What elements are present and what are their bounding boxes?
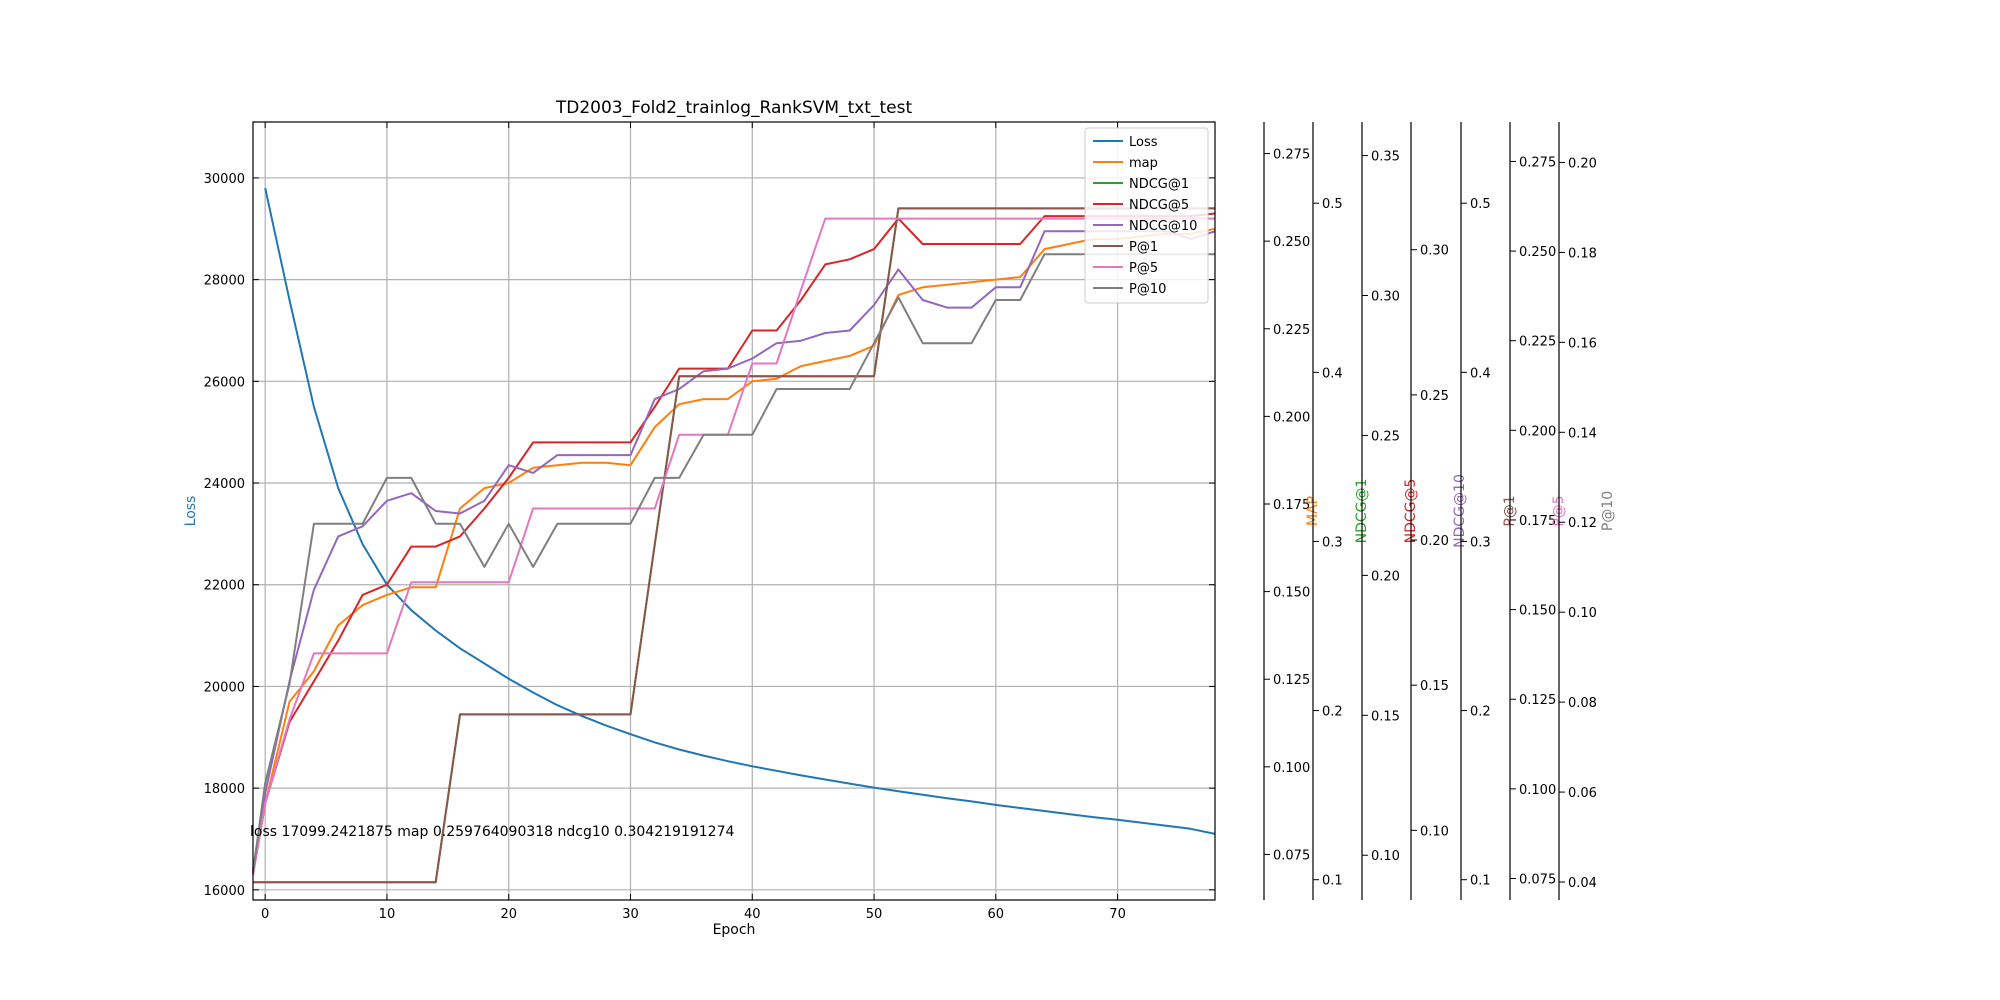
secondary-axis-tick-label: 0.150 (1273, 586, 1310, 601)
legend-entry: Loss (1129, 135, 1158, 150)
secondary-axis-tick-label: 0.12 (1568, 516, 1597, 531)
series-line-p-at-5 (252, 217, 1215, 875)
series-line-p-at-10 (252, 253, 1215, 873)
y-tick-label: 18000 (204, 782, 245, 797)
secondary-axis-tick-label: 0.075 (1273, 848, 1310, 863)
secondary-axis-tick-label: 0.10 (1420, 824, 1449, 839)
x-tick-label: 0 (261, 907, 269, 922)
y-tick-label: 30000 (204, 172, 245, 187)
secondary-axis-tick-label: 0.2 (1322, 705, 1343, 720)
x-tick-label: 50 (866, 907, 883, 922)
secondary-axis-tick-label: 0.18 (1568, 246, 1597, 261)
x-tick-label: 20 (500, 907, 517, 922)
secondary-axis-tick-label: 0.10 (1568, 606, 1597, 621)
secondary-axis-tick-label: 0.20 (1371, 569, 1400, 584)
secondary-axis-tick-label: 0.100 (1273, 761, 1310, 776)
secondary-axis-tick-label: 0.200 (1519, 424, 1556, 439)
secondary-axis-tick-label: 0.2 (1470, 705, 1491, 720)
x-tick-label: 70 (1109, 907, 1126, 922)
legend-entry: NDCG@5 (1129, 198, 1189, 213)
secondary-axis-tick-label: 0.04 (1568, 876, 1597, 891)
series-line-ndcg-at-1 (253, 207, 1215, 884)
legend: Loss map NDCG@1 NDCG@5 NDCG@10 P@1 P@5 P@10 (1084, 127, 1209, 304)
secondary-axis-label: P@10 (1600, 491, 1616, 531)
secondary-axis-tick-label: 0.20 (1568, 156, 1597, 171)
plot-frame (252, 121, 1216, 901)
legend-entry: P@5 (1129, 261, 1158, 276)
secondary-axis-tick-label: 0.1 (1470, 874, 1491, 889)
secondary-axis-label: NDCG@10 (1452, 474, 1468, 548)
secondary-axis-tick-label: 0.30 (1420, 244, 1449, 259)
secondary-axis-tick-label: 0.125 (1519, 693, 1556, 708)
secondary-axis-tick-label: 0.35 (1371, 150, 1400, 165)
secondary-axis-tick-label: 0.175 (1519, 514, 1556, 529)
y-tick-label: 26000 (204, 375, 245, 390)
y-tick-label: 16000 (204, 884, 245, 899)
x-tick-label: 30 (622, 907, 639, 922)
series-layer (252, 187, 1216, 884)
secondary-axis-tick-label: 0.200 (1273, 410, 1310, 425)
y-tick-label: 22000 (204, 579, 245, 594)
chart-annotation: loss 17099.2421875 map 0.259764090318 nd… (250, 824, 734, 840)
secondary-axis-tick-label: 0.225 (1273, 323, 1310, 338)
grid-layer (253, 122, 1215, 900)
secondary-axis-tick-label: 0.275 (1273, 148, 1310, 163)
y-tick-label: 24000 (204, 477, 245, 492)
y-axis-label: Loss (183, 496, 199, 527)
y-tick-label: 20000 (204, 680, 245, 695)
secondary-axis-tick-label: 0.1 (1322, 874, 1343, 889)
secondary-axis-tick-label: 0.08 (1568, 696, 1597, 711)
series-line-loss (264, 187, 1216, 835)
secondary-axis-tick-label: 0.30 (1371, 290, 1400, 305)
secondary-axis-tick-label: 0.150 (1519, 604, 1556, 619)
secondary-axis-tick-label: 0.5 (1322, 197, 1343, 212)
secondary-axis-tick-label: 0.125 (1273, 673, 1310, 688)
chart-title: TD2003_Fold2_trainlog_RankSVM_txt_test (555, 98, 913, 118)
secondary-axis-tick-label: 0.10 (1371, 849, 1400, 864)
legend-entry: P@1 (1129, 240, 1158, 255)
legend-entry: NDCG@10 (1129, 219, 1197, 234)
secondary-axis-tick-label: 0.16 (1568, 336, 1597, 351)
secondary-axis-tick-label: 0.075 (1519, 872, 1556, 887)
legend-entry: NDCG@1 (1129, 177, 1189, 192)
series-line-ndcg-at-5 (252, 212, 1216, 875)
x-tick-label: 40 (744, 907, 761, 922)
secondary-axis-tick-label: 0.15 (1371, 709, 1400, 724)
secondary-axis-tick-label: 0.25 (1371, 429, 1400, 444)
secondary-axis-tick-label: 0.4 (1322, 366, 1343, 381)
secondary-axis-tick-label: 0.06 (1568, 786, 1597, 801)
x-tick-label: 60 (988, 907, 1005, 922)
secondary-axis-tick-label: 0.3 (1322, 535, 1343, 550)
secondary-axis-tick-label: 0.15 (1420, 679, 1449, 694)
series-line-ndcg-at-10 (252, 230, 1216, 870)
secondary-axis-tick-label: 0.250 (1519, 245, 1556, 260)
secondary-axis-tick-label: 0.4 (1470, 366, 1491, 381)
x-tick-label: 10 (379, 907, 396, 922)
secondary-axis-tick-label: 0.275 (1519, 155, 1556, 170)
series-line-p-at-1 (253, 207, 1215, 884)
secondary-axis-tick-label: 0.175 (1273, 498, 1310, 513)
secondary-axis-tick-label: 0.3 (1470, 535, 1491, 550)
legend-box (1084, 127, 1209, 304)
legend-entry: map (1129, 156, 1158, 171)
secondary-axis-tick-label: 0.100 (1519, 783, 1556, 798)
secondary-axis-tick-label: 0.5 (1470, 197, 1491, 212)
legend-entry: P@10 (1129, 282, 1166, 297)
axes-layer: 0 10 20 30 40 50 60 70 16000 18000 20000 22000 24000… (204, 122, 1215, 922)
secondary-axis-tick-label: 0.250 (1273, 235, 1310, 250)
series-line-map (252, 227, 1216, 875)
secondary-axis-tick-label: 0.14 (1568, 426, 1597, 441)
y-tick-label: 28000 (204, 274, 245, 289)
x-axis-label: Epoch (713, 922, 756, 938)
secondary-axis-tick-label: 0.25 (1420, 389, 1449, 404)
secondary-axis-tick-label: 0.20 (1420, 534, 1449, 549)
secondary-axis-tick-label: 0.225 (1519, 335, 1556, 350)
secondary-axes: 0.0750.1000.1250.1500.1750.2000.2250.250… (1263, 122, 1616, 900)
